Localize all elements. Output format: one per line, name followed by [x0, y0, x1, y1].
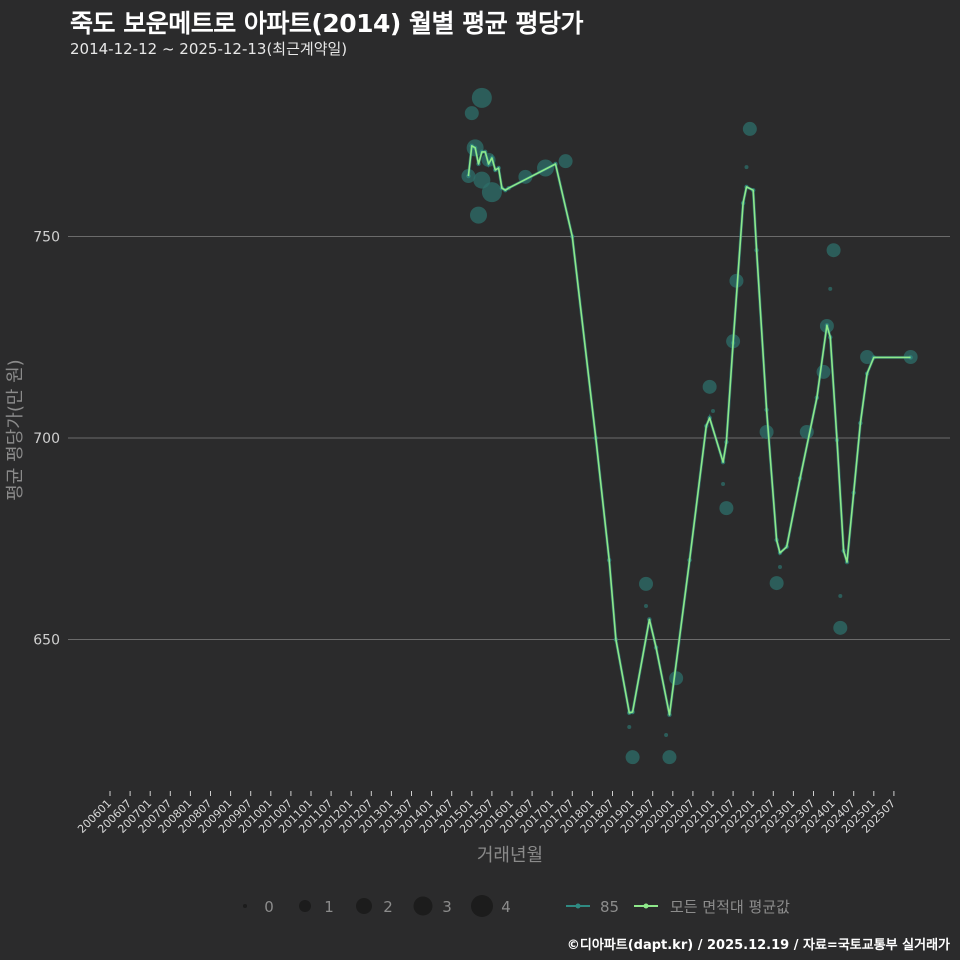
bubble-85: [744, 165, 749, 170]
legend-size-swatch: [299, 900, 311, 912]
bubble-85: [471, 87, 492, 108]
bubble-85: [639, 576, 653, 591]
legend-average-label: 모든 면적대 평균값: [670, 898, 790, 916]
chart-subtitle: 2014-12-12 ~ 2025-12-13(최근계약일): [70, 40, 348, 58]
bubble-85: [662, 750, 677, 765]
legend-size-label: 0: [264, 898, 274, 916]
legend-size-swatch: [471, 895, 493, 917]
bubble-85: [719, 501, 734, 516]
legend-size-swatch: [413, 896, 433, 916]
legend-85-marker: [575, 903, 581, 909]
bubble-85: [702, 379, 717, 394]
bubble-85: [664, 733, 669, 738]
bubble-85: [625, 750, 640, 765]
legend-size-label: 4: [501, 898, 511, 916]
bubble-85: [481, 182, 502, 203]
bubble-85: [742, 121, 757, 136]
bubble-85: [711, 408, 715, 413]
bubble-85: [833, 620, 848, 635]
legend-size-swatch: [356, 898, 372, 914]
bubble-85: [828, 286, 833, 291]
bubble-85: [778, 564, 782, 569]
legend-size-label: 1: [324, 898, 334, 916]
x-axis-title: 거래년월: [477, 845, 543, 866]
bubble-85: [558, 154, 573, 169]
bubble-85: [464, 106, 479, 121]
bubble-85: [470, 206, 487, 224]
legend-size-label: 2: [383, 898, 393, 916]
y-axis-title: 평균 평당가(만 원): [5, 359, 26, 500]
bubble-85: [759, 424, 774, 439]
legend-size-label: 3: [442, 898, 452, 916]
legend-average-marker: [643, 903, 649, 909]
bubble-85: [826, 243, 841, 258]
y-tick-label: 750: [33, 230, 60, 246]
y-tick-label: 700: [33, 431, 60, 447]
bubble-85: [644, 604, 648, 609]
point-85: [908, 355, 913, 360]
line-average: [467, 145, 911, 716]
bubble-85: [721, 481, 726, 486]
footer-credit: ©디아파트(dapt.kr) / 2025.12.19 / 자료=국토교통부 실…: [566, 938, 950, 953]
bubble-85: [838, 593, 843, 598]
legend-size-swatch: [243, 904, 247, 908]
bubble-85: [769, 576, 784, 591]
y-tick-label: 650: [33, 633, 60, 649]
bubble-85: [860, 349, 875, 364]
chart-title: 죽도 보운메트로 아파트(2014) 월별 평균 평당가: [70, 9, 583, 38]
bubble-85: [627, 724, 632, 729]
legend-85-label: 85: [600, 898, 619, 916]
